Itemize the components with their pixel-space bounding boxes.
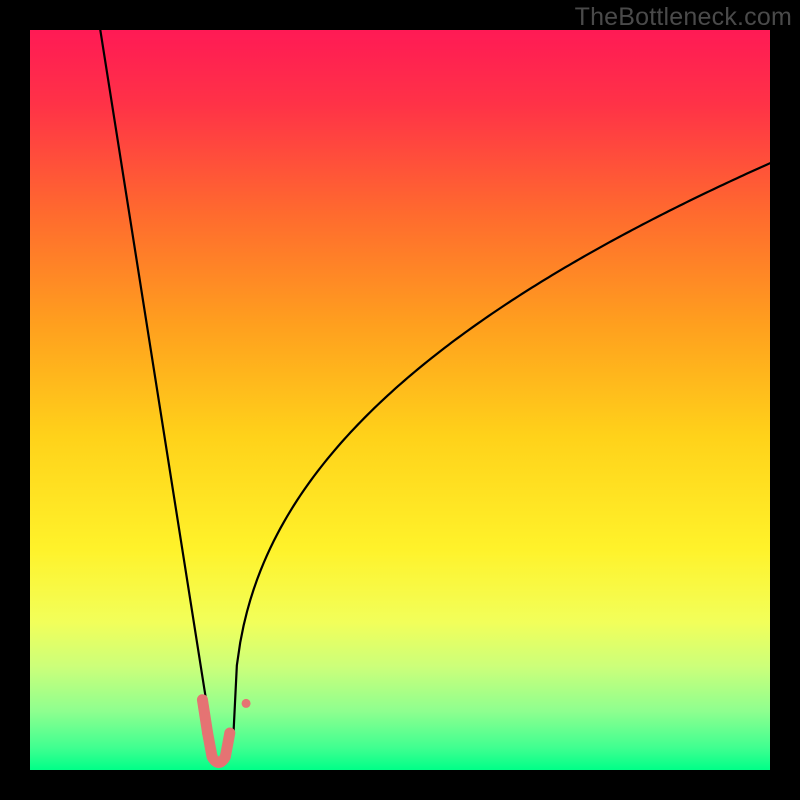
- curves-layer: [30, 30, 770, 770]
- marker-right-dot: [242, 699, 251, 708]
- chart-frame: TheBottleneck.com: [0, 0, 800, 800]
- left-curve: [100, 30, 211, 733]
- watermark-text: TheBottleneck.com: [575, 3, 792, 32]
- plot-area: [30, 30, 770, 770]
- marker-u-shape: [208, 733, 230, 763]
- right-curve: [234, 163, 771, 733]
